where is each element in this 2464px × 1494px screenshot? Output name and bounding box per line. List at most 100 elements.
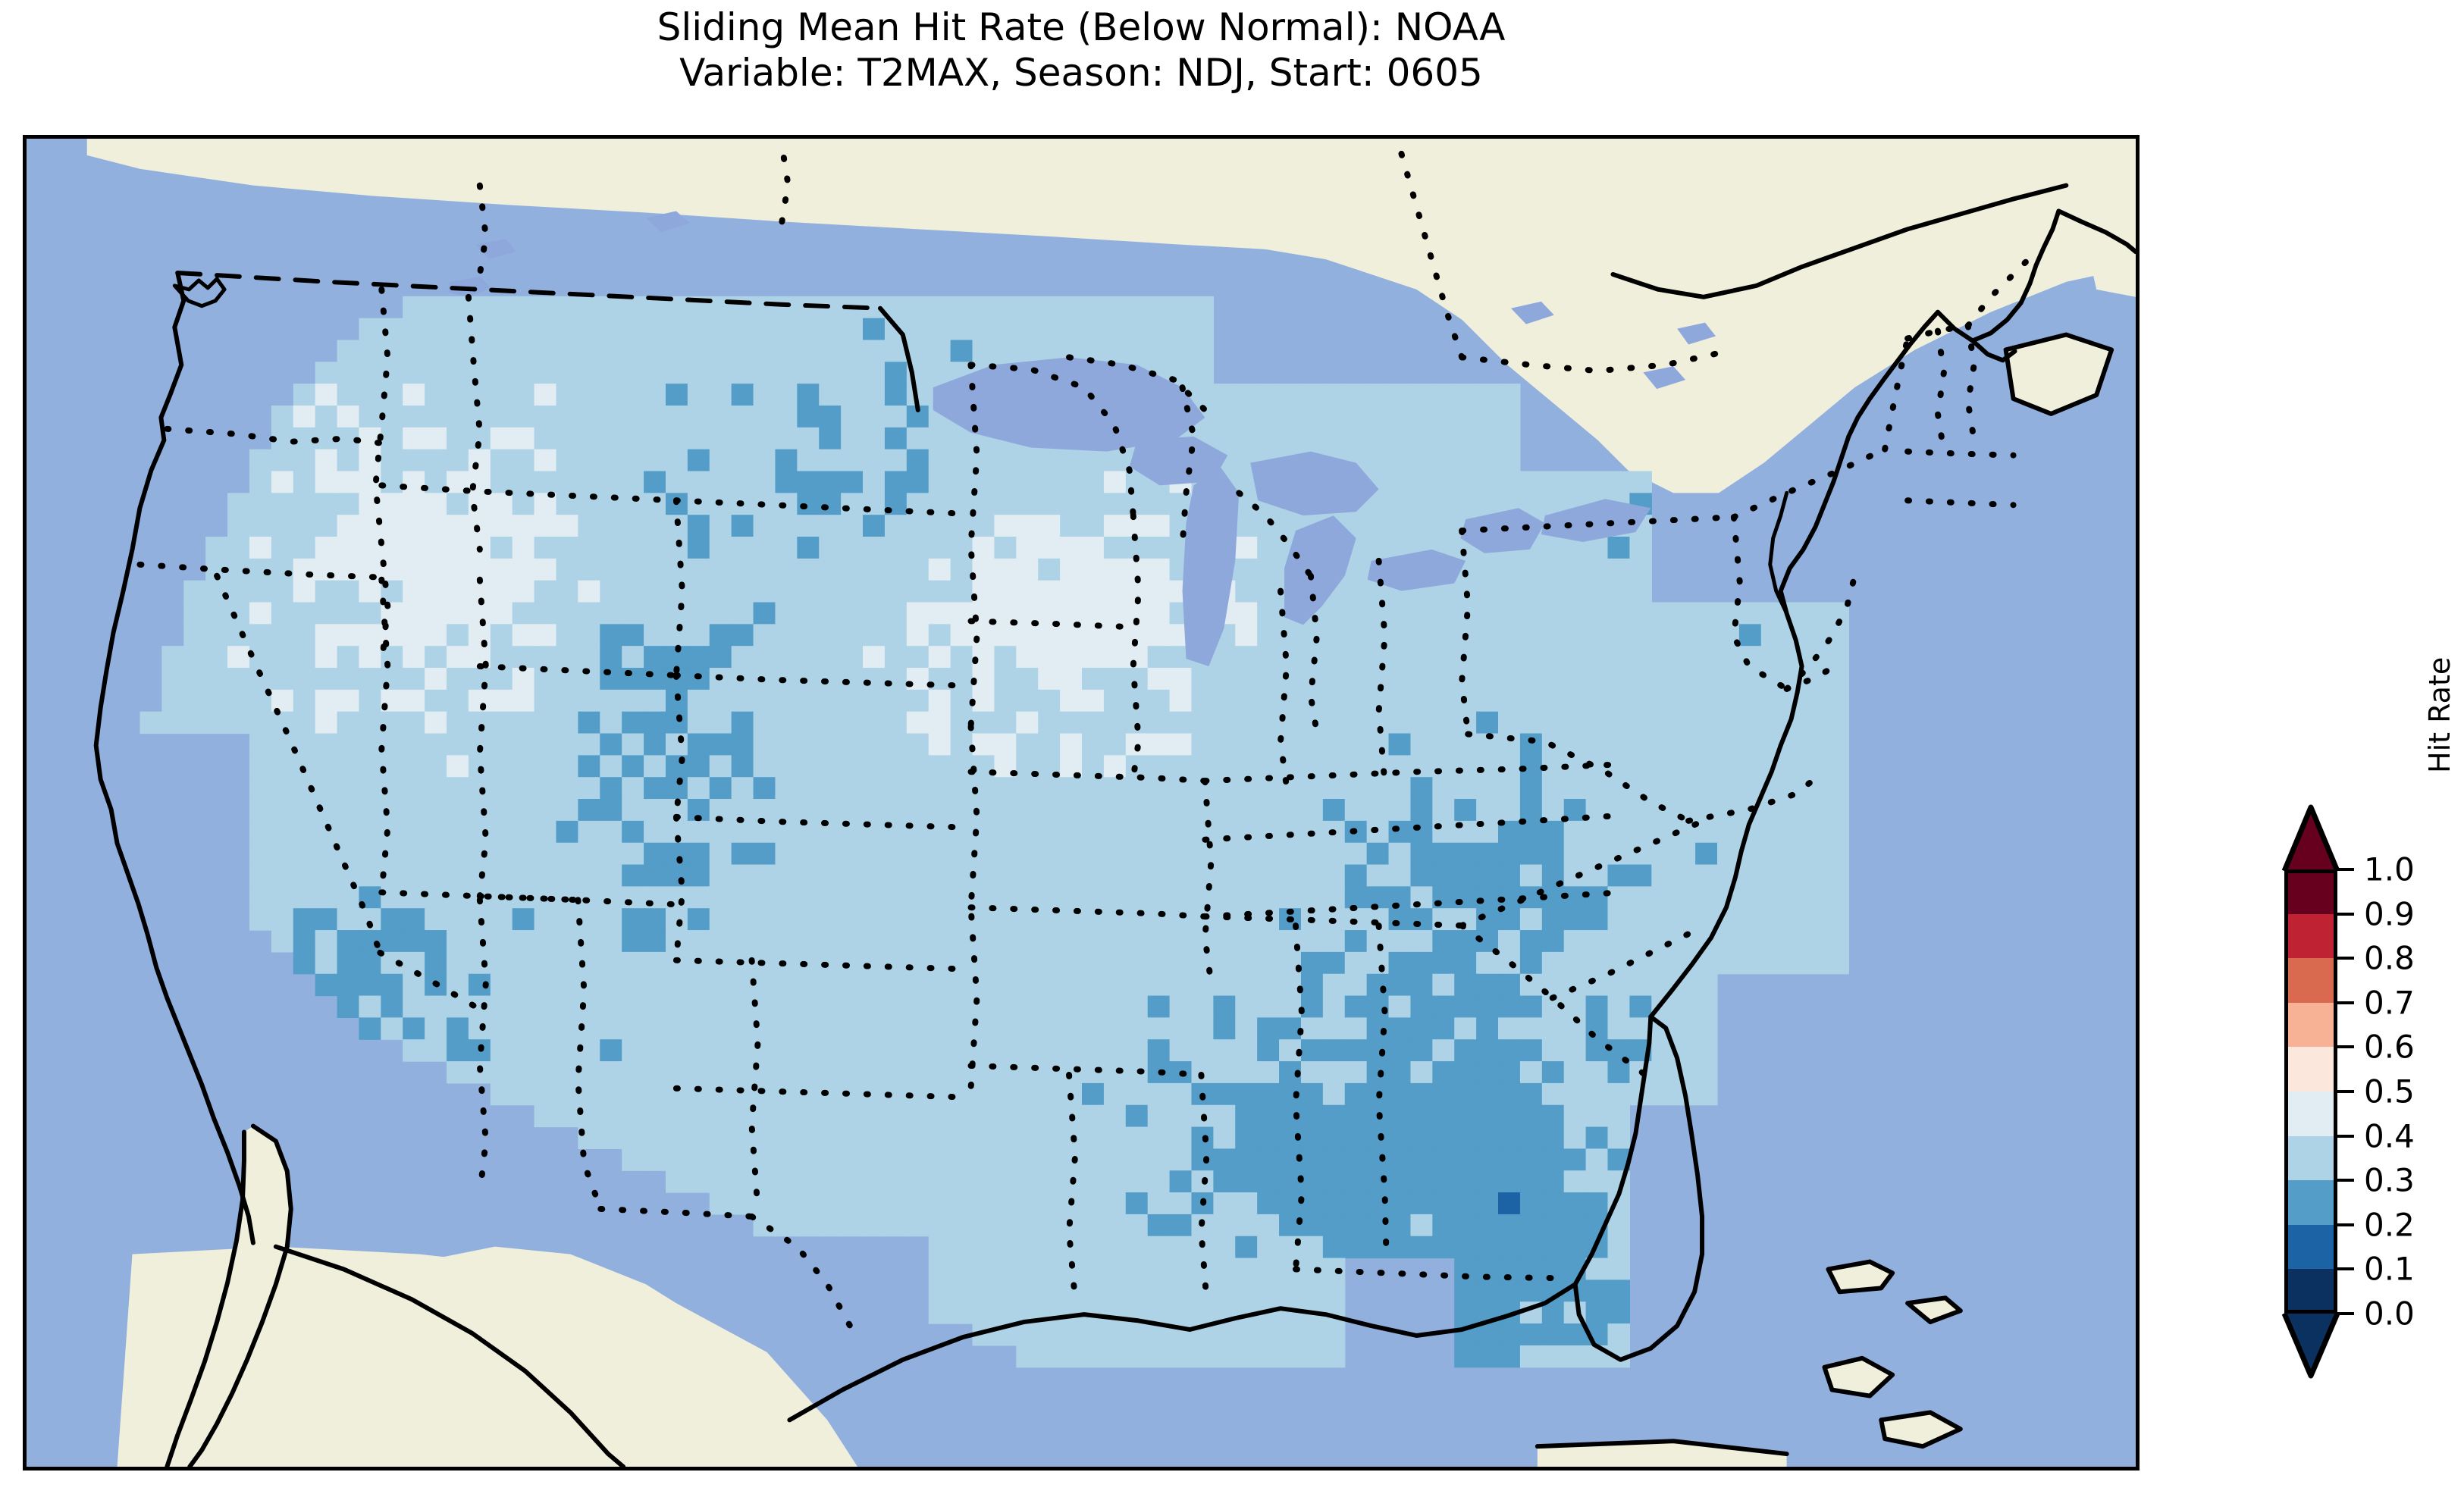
- grid-cell: [819, 646, 842, 669]
- grid-cell: [972, 1236, 995, 1259]
- grid-cell: [1147, 799, 1171, 822]
- grid-cell: [1235, 1214, 1258, 1237]
- grid-cell: [512, 842, 535, 866]
- grid-cell: [1432, 1082, 1455, 1106]
- grid-cell: [665, 405, 688, 428]
- grid-cell: [600, 689, 622, 713]
- grid-cell: [1257, 1170, 1280, 1193]
- grid-cell: [1016, 1039, 1039, 1062]
- grid-cell: [1016, 799, 1039, 822]
- grid-cell: [1498, 405, 1521, 428]
- grid-cell: [1760, 930, 1784, 953]
- grid-cell: [1826, 842, 1849, 866]
- title-line-2: Variable: T2MAX, Season: NDJ, Start: 060…: [679, 51, 1483, 95]
- conus-map[interactable]: [27, 139, 2136, 1467]
- grid-cell: [403, 558, 425, 581]
- grid-cell: [1804, 930, 1828, 953]
- grid-cell: [687, 362, 710, 384]
- grid-cell: [775, 296, 798, 319]
- grid-cell: [1191, 1258, 1214, 1281]
- grid-cell: [1716, 733, 1740, 756]
- grid-cell: [337, 405, 360, 428]
- grid-cell: [884, 558, 908, 581]
- grid-cell: [1454, 951, 1477, 975]
- grid-cell: [1498, 1148, 1521, 1171]
- grid-cell: [447, 427, 469, 450]
- grid-cell: [622, 471, 644, 493]
- grid-cell: [1169, 668, 1193, 691]
- grid-cell: [1716, 668, 1740, 691]
- grid-cell: [906, 296, 929, 319]
- grid-cell: [1519, 646, 1543, 669]
- grid-cell: [775, 646, 798, 669]
- grid-cell: [665, 689, 688, 713]
- grid-cell: [1432, 711, 1455, 734]
- grid-cell: [863, 449, 886, 472]
- grid-cell: [1147, 296, 1171, 319]
- grid-cell: [994, 1017, 1017, 1040]
- grid-cell: [403, 777, 425, 800]
- grid-cell: [490, 296, 513, 319]
- grid-cell: [1476, 493, 1499, 515]
- grid-cell: [1519, 930, 1543, 953]
- grid-cell: [1169, 1345, 1193, 1368]
- grid-cell: [1344, 1214, 1368, 1237]
- grid-cell: [665, 384, 688, 406]
- grid-cell: [863, 799, 886, 822]
- grid-cell: [1279, 427, 1302, 450]
- grid-cell: [928, 689, 951, 713]
- grid-cell: [994, 646, 1017, 669]
- grid-cell: [337, 668, 360, 691]
- grid-cell: [863, 1039, 886, 1062]
- grid-cell: [490, 973, 513, 997]
- grid-cell: [1213, 1258, 1236, 1281]
- grid-cell: [950, 842, 973, 866]
- grid-cell: [1257, 1104, 1280, 1128]
- grid-cell: [775, 449, 798, 472]
- grid-cell: [425, 646, 447, 669]
- grid-cell: [205, 602, 228, 625]
- grid-cell: [1651, 951, 1674, 975]
- grid-cell: [1498, 1279, 1521, 1302]
- grid-cell: [512, 1061, 535, 1084]
- grid-cell: [1454, 1214, 1477, 1237]
- colorbar[interactable]: [2284, 869, 2337, 1314]
- grid-cell: [972, 340, 995, 362]
- grid-cell: [249, 842, 272, 866]
- grid-cell: [884, 951, 908, 975]
- grid-cell: [1125, 842, 1149, 866]
- grid-cell: [1016, 668, 1039, 691]
- grid-cell: [1476, 755, 1499, 778]
- grid-cell: [819, 1017, 842, 1040]
- grid-cell: [1344, 689, 1368, 713]
- grid-cell: [227, 493, 250, 515]
- grid-cell: [490, 777, 513, 800]
- grid-cell: [1322, 886, 1346, 909]
- grid-cell: [994, 842, 1017, 866]
- grid-cell: [775, 1214, 798, 1237]
- grid-cell: [1344, 886, 1368, 909]
- grid-cell: [1760, 951, 1784, 975]
- grid-cell: [1388, 711, 1412, 734]
- grid-cell: [709, 995, 732, 1018]
- grid-cell: [1322, 1148, 1346, 1171]
- grid-cell: [1519, 820, 1543, 844]
- grid-cell: [1782, 820, 1806, 844]
- grid-cell: [1498, 668, 1521, 691]
- grid-cell: [1432, 1214, 1455, 1237]
- grid-cell: [1454, 930, 1477, 953]
- grid-cell: [578, 427, 600, 450]
- map-axes[interactable]: [23, 135, 2140, 1471]
- grid-cell: [249, 602, 272, 625]
- grid-cell: [797, 580, 820, 603]
- grid-cell: [622, 340, 644, 362]
- grid-cell: [1060, 646, 1083, 669]
- grid-cell: [775, 820, 798, 844]
- grid-cell: [512, 1082, 535, 1106]
- grid-cell: [447, 799, 469, 822]
- grid-cell: [490, 799, 513, 822]
- grid-cell: [1804, 820, 1828, 844]
- grid-cell: [1322, 668, 1346, 691]
- grid-cell: [863, 1214, 886, 1237]
- grid-cell: [753, 602, 776, 625]
